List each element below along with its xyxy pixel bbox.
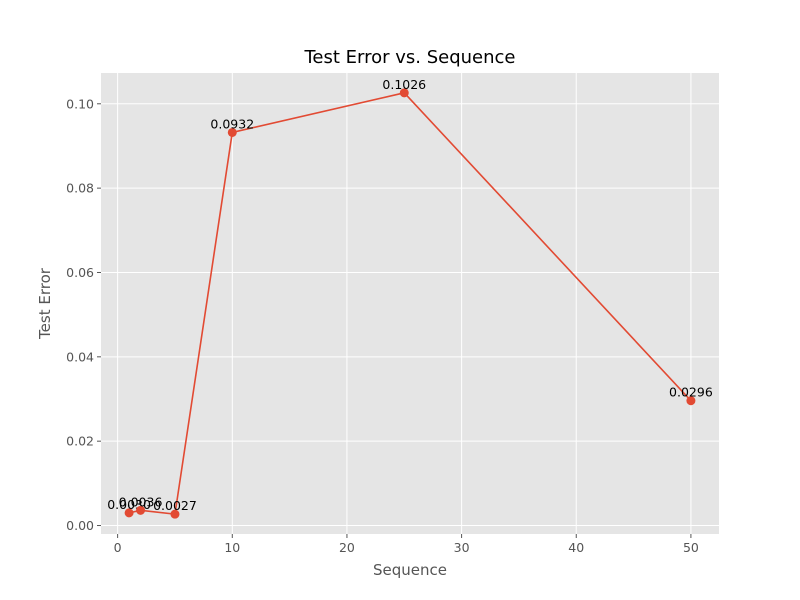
data-point [399, 88, 409, 98]
data-point [227, 127, 237, 137]
data-label: 0.0932 [210, 116, 254, 131]
data-label: 0.0027 [153, 498, 197, 513]
data-point [686, 396, 696, 406]
x-tick-label: 0 [114, 540, 122, 555]
data-point [170, 509, 180, 519]
y-tick-label: 0.08 [66, 181, 94, 196]
data-label: 0.0296 [669, 385, 713, 400]
plot-area [101, 73, 719, 534]
y-tick-label: 0.02 [66, 434, 94, 449]
x-tick-label: 10 [224, 540, 240, 555]
data-point [136, 505, 146, 515]
y-tick-label: 0.06 [66, 265, 94, 280]
x-axis-label: Sequence [373, 561, 447, 579]
y-axis-label: Test Error [36, 267, 54, 340]
x-tick-label: 30 [454, 540, 470, 555]
x-tick-label: 20 [339, 540, 355, 555]
y-axis-ticks: 0.00 0.02 0.04 0.06 0.08 0.10 [66, 96, 101, 533]
y-tick-label: 0.00 [66, 518, 94, 533]
grid-lines [101, 73, 719, 534]
data-point [124, 508, 134, 518]
data-label: 0.1026 [382, 77, 426, 92]
y-tick-label: 0.04 [66, 349, 94, 364]
chart-title: Test Error vs. Sequence [303, 47, 515, 68]
x-axis-ticks: 0 10 20 30 40 50 [114, 534, 699, 555]
y-tick-label: 0.10 [66, 96, 94, 111]
x-tick-label: 40 [568, 540, 584, 555]
data-label: 0.0036 [119, 494, 163, 509]
x-tick-label: 50 [683, 540, 699, 555]
